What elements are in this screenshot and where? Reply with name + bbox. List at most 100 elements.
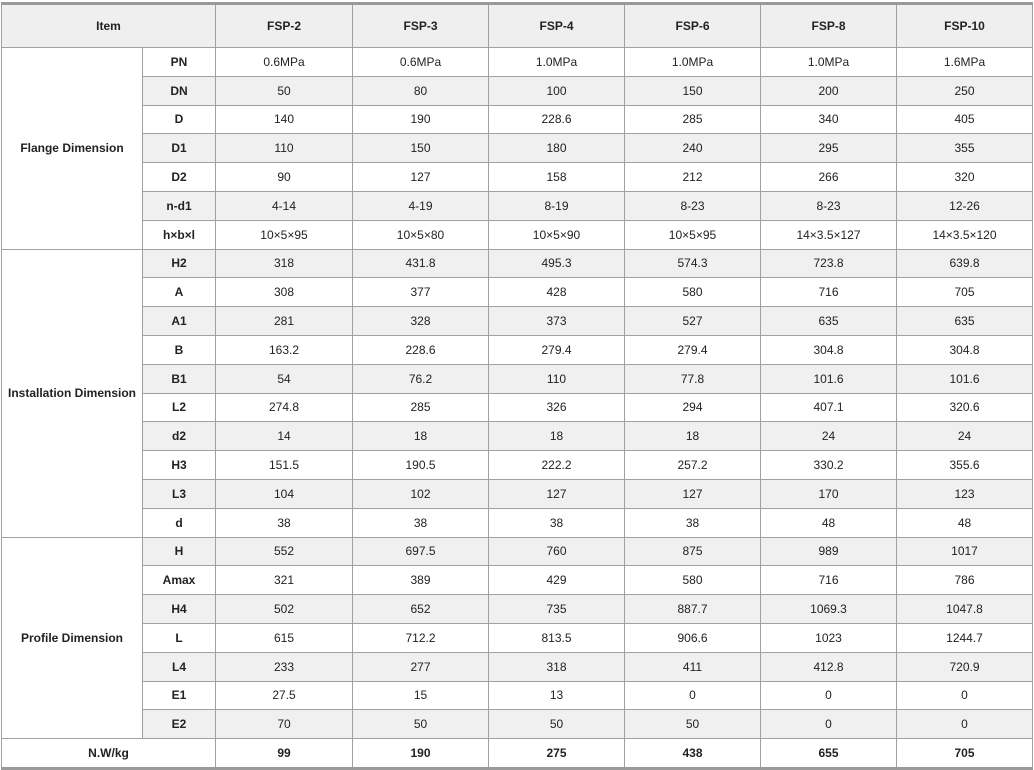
table-cell: 18 [352,421,489,452]
table-cell: 716 [760,565,897,596]
table-cell: 76.2 [352,363,489,394]
table-cell: 705 [896,277,1033,308]
param-label: A1 [142,306,216,336]
table-cell: 8-19 [488,190,625,221]
table-cell: 1244.7 [896,622,1033,653]
footer-row: N.W/kg 99 190 275 438 655 705 [1,738,1033,770]
table-cell: 405 [896,104,1033,135]
table-cell: 330.2 [760,450,897,480]
table-cell: 760 [488,536,625,567]
table-cell: 1.0MPa [488,47,625,77]
table-cell: 318 [488,651,625,682]
table-cell: 102 [352,478,489,509]
table-cell: 989 [760,536,897,567]
table-cell: 295 [760,133,897,164]
table-cell: 266 [760,162,897,192]
table-row: A 308 377 428 580 716 705 [2,277,1033,308]
table-cell: 887.7 [624,594,761,624]
table-cell: 875 [624,536,761,567]
table-cell: 10×5×95 [215,219,353,250]
table-cell: 735 [488,594,625,624]
table-cell: 304.8 [896,334,1033,365]
table-cell: 50 [215,75,353,106]
table-cell: 13 [488,680,625,711]
param-label: Amax [142,565,216,596]
table-cell: 580 [624,565,761,596]
table-cell: 906.6 [624,622,761,653]
table-cell: 428 [488,277,625,308]
table-cell: 0 [896,680,1033,711]
table-cell: 320 [896,162,1033,192]
table-cell: 411 [624,651,761,682]
table-cell: 0 [896,709,1033,740]
weight-cell: 438 [624,738,761,770]
table-cell: 8-23 [760,190,897,221]
table-cell: 635 [760,306,897,336]
table-cell: 180 [488,133,625,164]
table-cell: 0 [760,680,897,711]
group-label: Flange Dimension [1,47,143,250]
table-row: D2 90 127 158 212 266 320 [2,162,1033,192]
table-cell: 24 [896,421,1033,452]
table-cell: 429 [488,565,625,596]
weight-cell: 705 [896,738,1033,770]
table-cell: 222.2 [488,450,625,480]
param-label: L3 [142,478,216,509]
table-cell: 38 [215,507,353,538]
param-label: E1 [142,680,216,711]
table-cell: 389 [352,565,489,596]
table-cell: 12-26 [896,190,1033,221]
table-cell: 0 [624,680,761,711]
table-cell: 552 [215,536,353,567]
header-item: Item [1,2,216,48]
table-cell: 279.4 [488,334,625,365]
table-cell: 14 [215,421,353,452]
table-cell: 10×5×80 [352,219,489,250]
table-cell: 723.8 [760,248,897,279]
table-cell: 712.2 [352,622,489,653]
param-label: H4 [142,594,216,624]
table-cell: 257.2 [624,450,761,480]
table-cell: 150 [352,133,489,164]
param-label: D1 [142,133,216,164]
table-cell: 285 [624,104,761,135]
table-cell: 285 [352,392,489,423]
param-label: D2 [142,162,216,192]
table-cell: 15 [352,680,489,711]
table-cell: 151.5 [215,450,353,480]
table-cell: 639.8 [896,248,1033,279]
table-cell: 377 [352,277,489,308]
param-label: H3 [142,450,216,480]
table-row: H4 502 652 735 887.7 1069.3 1047.8 [2,594,1033,624]
table-cell: 250 [896,75,1033,106]
table-row: Flange Dimension PN 0.6MPa 0.6MPa 1.0MPa 1.0M… [1,47,1033,250]
table-row: DN 50 80 100 150 200 250 [2,75,1033,106]
header-model: FSP-2 [215,2,353,48]
table-cell: 10×5×95 [624,219,761,250]
table-row: n-d1 4-14 4-19 8-19 8-23 8-23 12-26 [2,190,1033,221]
table-row: Profile Dimension H 552 697.5 760 875 989 1017 [1,536,1033,740]
table-cell: 158 [488,162,625,192]
table-row: h×b×l 10×5×95 10×5×80 10×5×90 10×5×95 14×3.5×… [2,219,1033,250]
weight-cell: 275 [488,738,625,770]
table-cell: 326 [488,392,625,423]
table-cell: 140 [215,104,353,135]
table-cell: 10×5×90 [488,219,625,250]
table-cell: 320.6 [896,392,1033,423]
table-cell: 294 [624,392,761,423]
param-label: d2 [142,421,216,452]
param-label: B1 [142,363,216,394]
header-model: FSP-6 [624,2,761,48]
param-label: B [142,334,216,365]
table-cell: 274.8 [215,392,353,423]
table-cell: 110 [488,363,625,394]
table-cell: 190 [352,104,489,135]
table-cell: 697.5 [352,536,489,567]
table-cell: 54 [215,363,353,394]
table-cell: 14×3.5×120 [896,219,1033,250]
table-cell: 48 [896,507,1033,538]
table-row: E1 27.5 15 13 0 0 0 [2,680,1033,711]
header-model: FSP-4 [488,2,625,48]
table-cell: 38 [624,507,761,538]
table-cell: 8-23 [624,190,761,221]
